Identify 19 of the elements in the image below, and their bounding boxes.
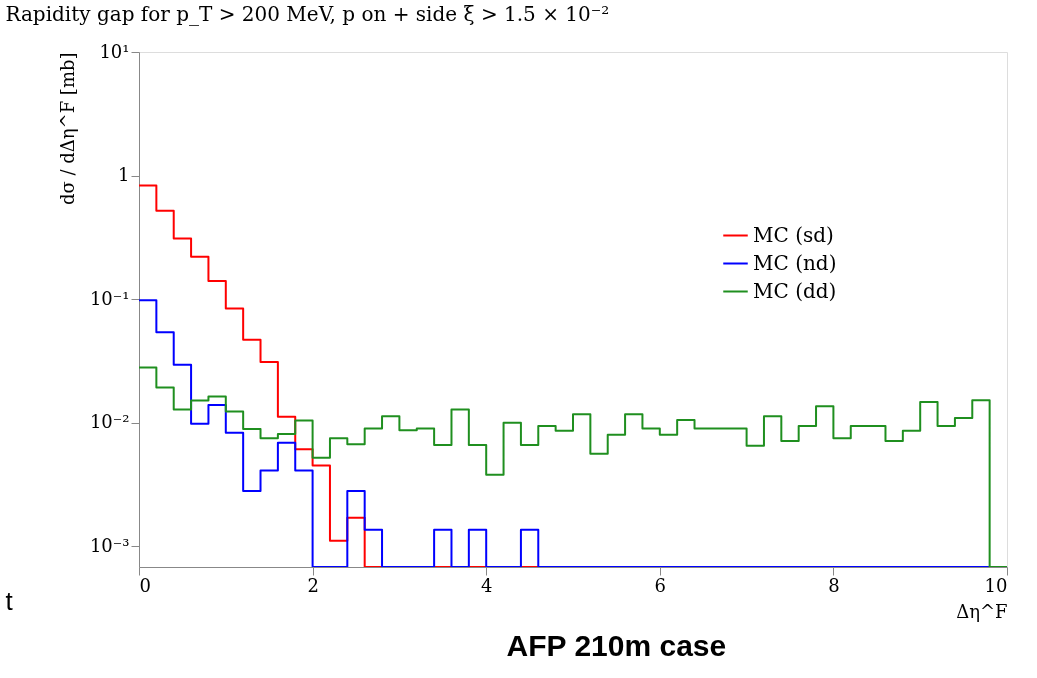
text: t (5, 586, 14, 616)
x-tick-label: 4 (480, 574, 493, 596)
x-tick-label: 10 (984, 574, 1008, 596)
legend-label: MC (nd) (753, 250, 837, 275)
y-tick-label: 10⁻³ (89, 534, 130, 556)
legend-label: MC (sd) (753, 222, 834, 247)
x-tick-label: 2 (307, 574, 319, 596)
y-tick-label: 10⁻² (89, 411, 130, 433)
chart-title: Rapidity gap for p_T > 200 MeV, p on + side ξ > 1.5 × 10⁻² (5, 2, 610, 26)
legend-label: MC (dd) (753, 278, 837, 303)
y-tick-label: 10¹ (99, 40, 130, 62)
x-tick-label: 6 (654, 574, 667, 596)
y-axis-title: dσ / dΔη^F [mb] (56, 52, 78, 206)
x-tick-label: 8 (828, 574, 840, 596)
y-tick-label: 10⁻¹ (89, 287, 130, 309)
x-axis-title: Δη^F (956, 600, 1008, 622)
y-tick-label: 1 (118, 164, 130, 186)
text: AFP 210m case (506, 629, 727, 662)
x-tick-label: 0 (139, 574, 151, 596)
